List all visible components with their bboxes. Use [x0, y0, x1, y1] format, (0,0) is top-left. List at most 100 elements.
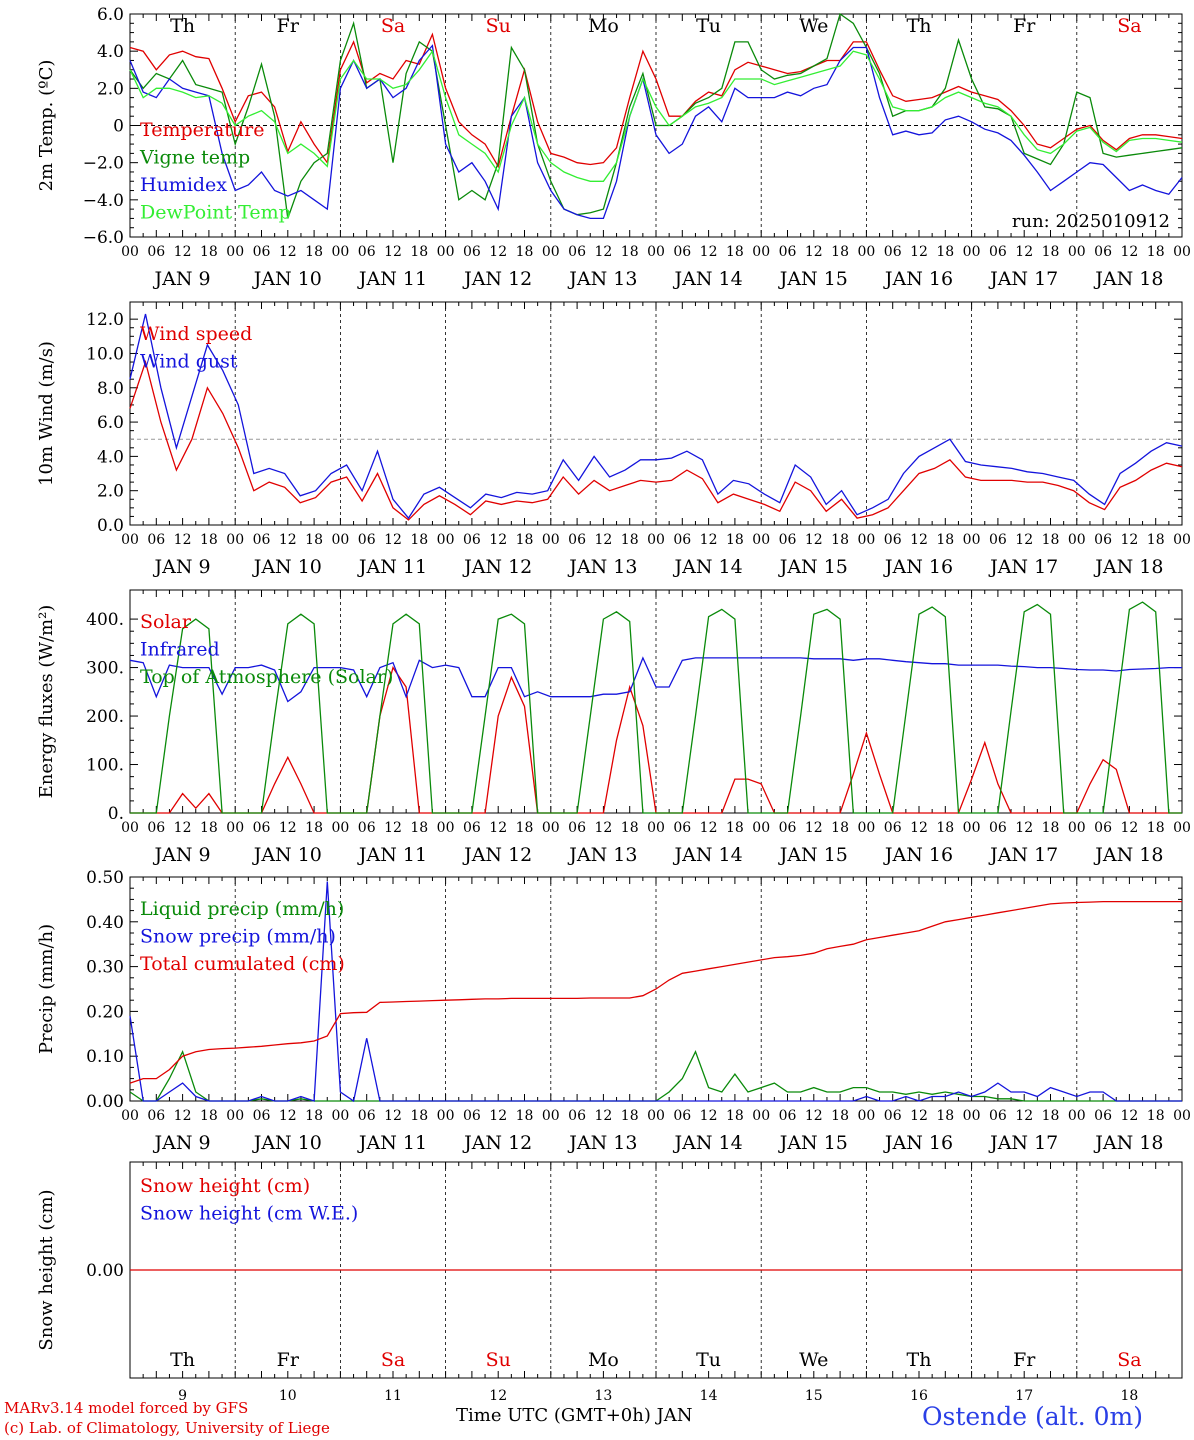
date-label: JAN 16 — [883, 268, 953, 290]
y-axis-label: Energy fluxes (W/m²) — [36, 605, 57, 799]
date-label: JAN 10 — [252, 1132, 322, 1154]
y-tick-label: 0.10 — [86, 1047, 124, 1067]
hour-label: 12 — [174, 1108, 192, 1124]
hour-label: 00 — [226, 1108, 244, 1124]
legend-entry: Snow precip (mm/h) — [140, 926, 336, 948]
y-tick-label: 0.00 — [86, 1092, 124, 1112]
plot-frame — [129, 301, 1183, 526]
y-tick-label: 400. — [86, 610, 124, 630]
y-tick-label: 0.30 — [86, 958, 124, 978]
date-label: JAN 11 — [357, 844, 427, 866]
hour-label: 00 — [437, 532, 455, 548]
hour-label: 00 — [752, 1108, 770, 1124]
day-number: 10 — [279, 1388, 297, 1404]
hour-label: 06 — [989, 244, 1007, 260]
hour-label: 06 — [147, 1108, 165, 1124]
hour-label: 18 — [831, 820, 849, 836]
legend-entry: Liquid precip (mm/h) — [140, 898, 344, 920]
hour-label: 18 — [831, 532, 849, 548]
hour-label: 00 — [121, 1108, 139, 1124]
hour-label: 12 — [805, 532, 823, 548]
hour-label: 18 — [831, 1108, 849, 1124]
date-label: JAN 9 — [153, 268, 211, 290]
date-label: JAN 17 — [988, 556, 1058, 578]
panel-3: 400. 300. 200. 100. 0. Energy fluxes (W/m²) So… — [36, 589, 1191, 866]
hour-label: 12 — [1015, 1108, 1033, 1124]
hour-label: 12 — [1120, 532, 1138, 548]
legend-entry: Humidex — [140, 174, 227, 196]
y-axis-label: 10m Wind (m/s) — [36, 341, 57, 486]
y-tick-label: −2.0 — [83, 154, 124, 174]
hour-label: 06 — [358, 1108, 376, 1124]
hour-label: 00 — [1068, 1108, 1086, 1124]
series-line-total-cumulated-cm- — [129, 900, 1182, 1084]
hour-label: 00 — [331, 244, 349, 260]
date-label: JAN 9 — [153, 844, 211, 866]
date-label: JAN 18 — [1093, 556, 1163, 578]
day-name: Th — [170, 15, 195, 37]
day-name: Sa — [1117, 15, 1141, 37]
hour-label: 06 — [568, 244, 586, 260]
day-number: 9 — [178, 1388, 187, 1404]
day-name: Mo — [588, 15, 619, 37]
hour-label: 00 — [437, 820, 455, 836]
legend-entry: Wind speed — [140, 323, 252, 345]
hour-label: 12 — [279, 820, 297, 836]
hour-label: 18 — [516, 244, 534, 260]
legend-entry: Temperature — [140, 119, 264, 141]
date-label: JAN 10 — [252, 556, 322, 578]
y-tick-label: 0.20 — [86, 1002, 124, 1022]
hour-label: 18 — [726, 820, 744, 836]
hour-label: 12 — [1120, 244, 1138, 260]
hour-label: 00 — [647, 532, 665, 548]
hour-label: 12 — [700, 820, 718, 836]
day-name: Sa — [1117, 1349, 1141, 1371]
date-label: JAN 12 — [462, 268, 532, 290]
panel-1: 6.0 4.0 2.0 0 −2.0 −4.0 −6.0 2m Temp. (ºC) Tempe… — [36, 5, 1191, 290]
day-number: 17 — [1015, 1388, 1033, 1404]
footer-lab-credit: (c) Lab. of Climatology, University of L… — [4, 1419, 330, 1437]
y-tick-label: 10.0 — [86, 344, 124, 364]
hour-label: 00 — [1173, 244, 1191, 260]
hour-label: 12 — [1015, 244, 1033, 260]
hour-label: 12 — [594, 1108, 612, 1124]
hour-label: 00 — [857, 1108, 875, 1124]
hour-label: 12 — [489, 244, 507, 260]
hour-label: 12 — [700, 532, 718, 548]
y-axis-label: 2m Temp. (ºC) — [36, 60, 57, 192]
hour-label: 06 — [253, 1108, 271, 1124]
day-name: Mo — [588, 1349, 619, 1371]
hour-label: 18 — [1147, 244, 1165, 260]
day-number: 13 — [594, 1388, 612, 1404]
date-label: JAN 11 — [357, 1132, 427, 1154]
day-name: We — [799, 1349, 828, 1371]
hour-label: 06 — [253, 244, 271, 260]
y-tick-label: −6.0 — [83, 228, 124, 248]
hour-label: 18 — [516, 532, 534, 548]
hour-label: 12 — [805, 1108, 823, 1124]
y-axis-label: Precip (mm/h) — [36, 924, 57, 1054]
hour-label: 00 — [331, 532, 349, 548]
date-label: JAN 10 — [252, 268, 322, 290]
y-tick-label: 6.0 — [97, 413, 124, 433]
y-tick-label: 200. — [86, 707, 124, 727]
hour-label: 06 — [1094, 1108, 1112, 1124]
hour-label: 06 — [673, 532, 691, 548]
hour-label: 18 — [1042, 244, 1060, 260]
hour-label: 12 — [279, 244, 297, 260]
hour-label: 06 — [989, 532, 1007, 548]
hour-label: 12 — [910, 820, 928, 836]
hour-label: 00 — [1173, 1108, 1191, 1124]
date-label: JAN 9 — [153, 556, 211, 578]
y-tick-label: 300. — [86, 659, 124, 679]
hour-label: 00 — [857, 532, 875, 548]
day-name: Th — [907, 1349, 932, 1371]
y-tick-label: 12.0 — [86, 310, 124, 330]
hour-label: 00 — [542, 532, 560, 548]
hour-label: 00 — [1068, 244, 1086, 260]
y-tick-label: 0 — [113, 117, 124, 137]
hour-label: 06 — [568, 820, 586, 836]
hour-label: 00 — [647, 1108, 665, 1124]
date-label: JAN 11 — [357, 268, 427, 290]
date-label: JAN 16 — [883, 556, 953, 578]
